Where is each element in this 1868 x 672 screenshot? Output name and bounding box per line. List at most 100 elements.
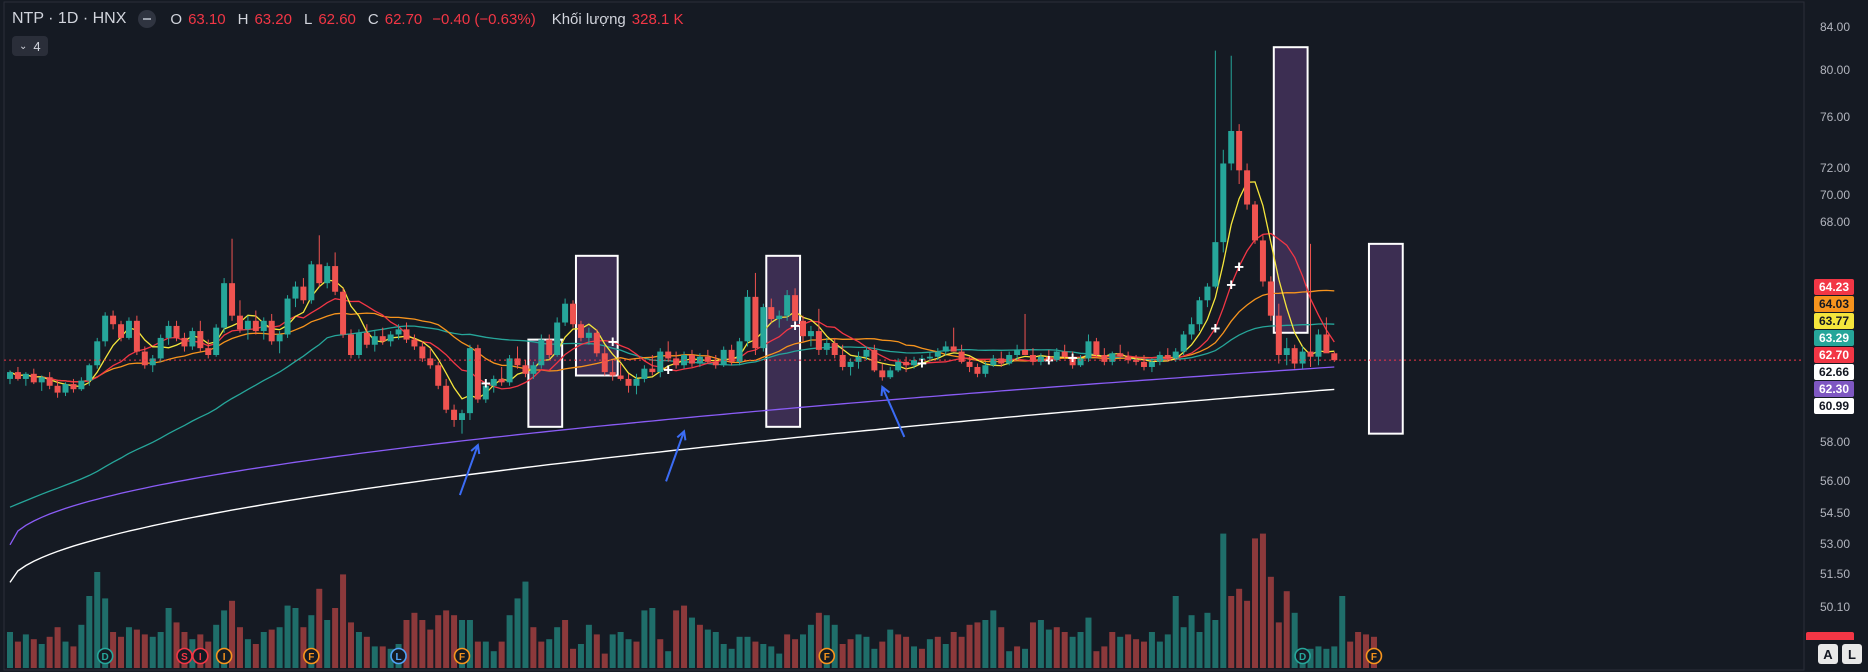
candle-body [1061, 351, 1068, 357]
candle [950, 327, 957, 352]
cross-marker: + [608, 333, 618, 352]
price-axis-label: 80.00 [1819, 63, 1850, 77]
candle [807, 325, 814, 347]
event-badge: D [96, 647, 114, 665]
candle [403, 322, 410, 344]
candle-body [1109, 353, 1116, 362]
auto-scale-button[interactable]: A [1818, 644, 1838, 664]
candle-body [1244, 170, 1251, 205]
candle [934, 348, 941, 361]
candle [728, 344, 735, 366]
candle-body [633, 378, 640, 386]
candle-body [466, 348, 473, 414]
candle [14, 366, 21, 381]
volume-bar [1244, 600, 1251, 668]
open-value: 63.10 [188, 10, 226, 28]
candle-body [1148, 361, 1155, 367]
candle-body [1037, 356, 1044, 362]
candle [7, 370, 13, 385]
volume-bar [1188, 615, 1195, 668]
event-badge: F [453, 647, 471, 665]
volume-bar [1259, 533, 1266, 668]
candle-body [966, 361, 973, 367]
candle-body [1212, 242, 1219, 287]
price-axis-label: 70.00 [1819, 188, 1850, 202]
volume-bar [982, 620, 989, 668]
candle-body [363, 332, 370, 345]
candle-body [950, 346, 957, 352]
candle-body [593, 332, 600, 354]
minimize-icon[interactable] [138, 10, 157, 28]
candle [1164, 348, 1171, 362]
candle-body [1022, 349, 1029, 355]
volume-bar [435, 615, 442, 668]
candle [546, 334, 553, 359]
volume-bar [728, 648, 735, 668]
volume-bar [110, 632, 117, 668]
candle [800, 315, 806, 342]
volume-bar [609, 634, 616, 668]
volume-bar [46, 636, 53, 668]
volume-bar [577, 644, 584, 668]
indicators-toggle[interactable]: ⌄ 4 [12, 36, 48, 56]
event-badge: D [1294, 647, 1311, 665]
candle-body [554, 322, 561, 355]
annotation-arrow [458, 443, 481, 496]
volume-bar [768, 646, 775, 668]
candle [300, 278, 307, 304]
candle [942, 341, 949, 355]
volume-bar [284, 605, 291, 668]
candle-body [522, 365, 529, 374]
candle [451, 404, 458, 427]
candle-body [601, 353, 608, 373]
cross-marker: + [481, 374, 491, 393]
low-value: 62.60 [318, 10, 356, 28]
candle [1283, 337, 1290, 366]
candle [522, 360, 529, 378]
volume-bar [887, 629, 894, 668]
candle [1045, 349, 1052, 364]
candle-body [197, 331, 204, 349]
candle [776, 310, 783, 328]
candle-body [506, 358, 513, 383]
candle [538, 334, 545, 369]
candle [435, 361, 442, 390]
symbol-label[interactable]: NTP · 1D · HNX [12, 10, 127, 27]
candle-body [62, 384, 69, 393]
candle [221, 278, 228, 333]
candle [1323, 317, 1330, 354]
candle [601, 346, 608, 376]
volume-bar [1363, 634, 1370, 668]
volume-bar [427, 629, 434, 668]
log-scale-button[interactable]: L [1842, 644, 1862, 664]
candle-body [585, 332, 592, 338]
volume-bar [1291, 612, 1298, 668]
candle-body [189, 331, 196, 347]
candle-body [347, 334, 354, 355]
volume-bar [268, 629, 275, 668]
candle-body [665, 351, 672, 359]
candle-body [673, 358, 680, 366]
candle-body [498, 378, 505, 383]
candle [1133, 355, 1140, 366]
volume-bar [903, 636, 910, 668]
price-axis-label: 72.00 [1819, 161, 1850, 175]
candle-body [990, 358, 997, 366]
volume-bar [657, 639, 664, 668]
candle-body [942, 346, 949, 352]
candle-body [728, 349, 735, 362]
candle-body [934, 351, 941, 357]
candle [784, 290, 791, 321]
volume-bar [1275, 622, 1282, 668]
volume-bar [918, 648, 925, 668]
candle-body [1188, 324, 1195, 335]
volume-bar [308, 615, 315, 668]
volume-bar [213, 624, 220, 668]
volume-bar [236, 627, 243, 668]
price-tag: 62.30 [1814, 381, 1854, 397]
candle-body [744, 296, 751, 342]
candle-body [1006, 355, 1013, 364]
volume-bar [30, 639, 37, 668]
candle [982, 361, 989, 378]
